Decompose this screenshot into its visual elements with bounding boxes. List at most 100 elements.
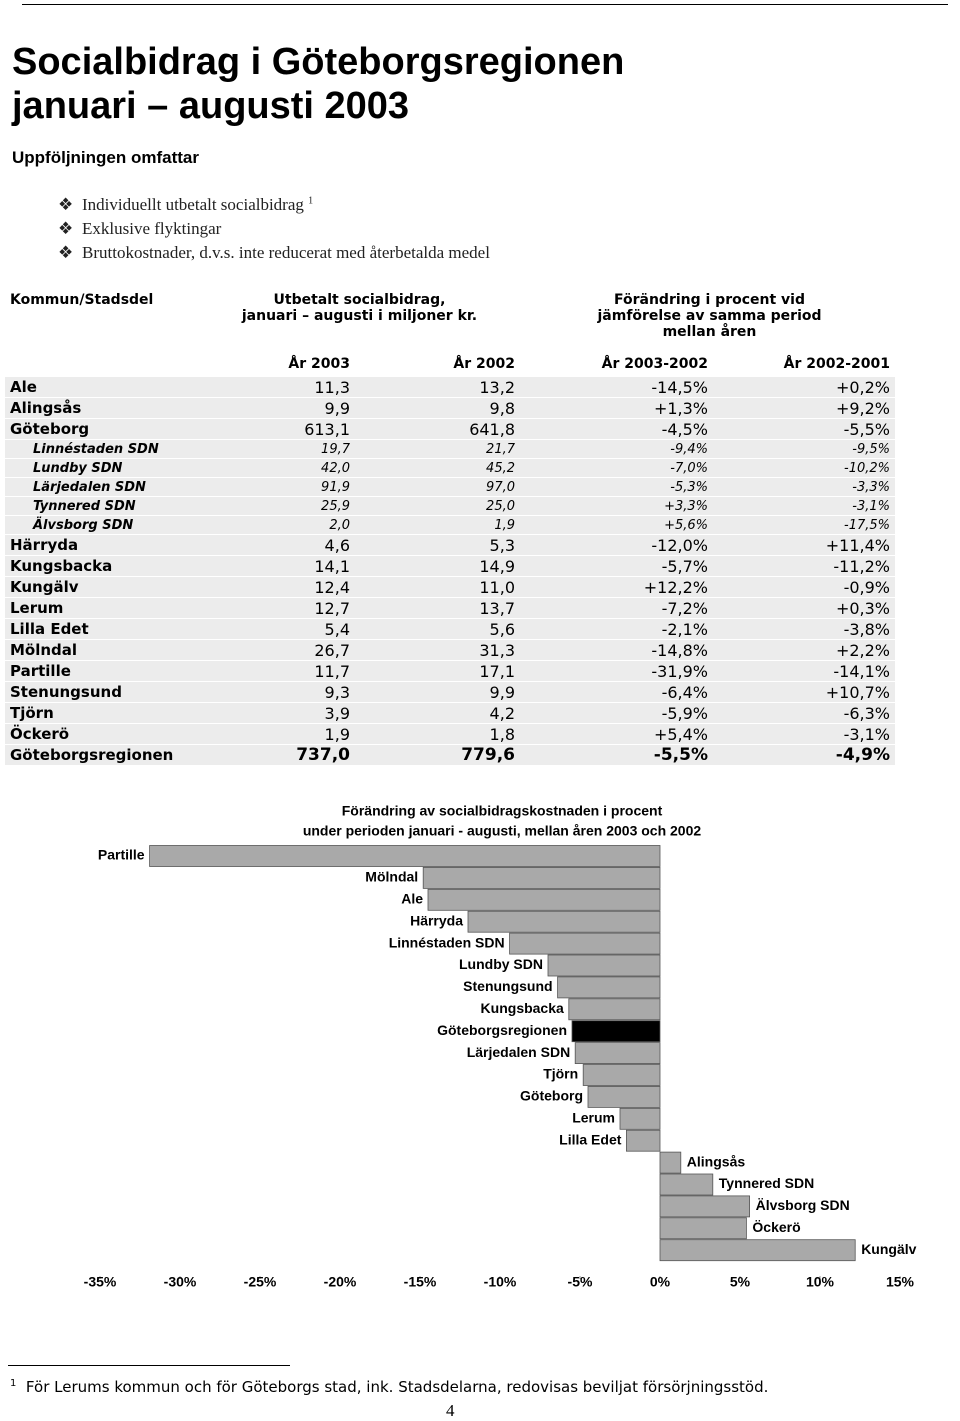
value-cell: 42,0 [195, 459, 355, 477]
value-cell: 1,8 [355, 724, 520, 744]
category-label: Lerum [572, 1110, 615, 1126]
label-background [858, 1239, 920, 1258]
name-cell: Lundby SDN [5, 459, 195, 477]
bar [659, 1239, 856, 1262]
value-cell: -3,8% [713, 619, 895, 639]
value-cell: 12,4 [195, 577, 355, 597]
bar [626, 1129, 661, 1152]
value-cell: 13,2 [355, 377, 520, 397]
value-cell: 14,9 [355, 556, 520, 576]
label-background [569, 1108, 618, 1127]
value-cell: -0,9% [713, 577, 895, 597]
value-cell: 779,6 [355, 745, 520, 765]
value-cell: 3,9 [195, 703, 355, 723]
label-background [94, 845, 148, 864]
value-cell: -6,4% [520, 682, 713, 702]
label-background [460, 977, 556, 996]
chart: Förändring av socialbidragskostnaden i p… [84, 803, 920, 1290]
table-row: Lilla Edet 5,4 5,6 -2,1% -3,8% [5, 619, 895, 639]
header-cell: Utbetalt socialbidrag, januari – augusti … [195, 291, 520, 351]
value-cell: 5,3 [355, 535, 520, 555]
table-row: Lerum 12,7 13,7 -7,2% +0,3% [5, 598, 895, 618]
name-cell: Partille [5, 661, 195, 681]
header-line: Förändring i procent vid [613, 292, 805, 308]
value-cell: +9,2% [713, 398, 895, 418]
value-cell: 91,9 [195, 478, 355, 496]
value-cell: -3,1% [713, 724, 895, 744]
value-cell: -14,8% [520, 640, 713, 660]
label-background [752, 1196, 853, 1215]
table: Kommun/Stadsdel Utbetalt socialbidrag, jan… [5, 290, 895, 766]
label-background [407, 911, 467, 930]
bar [427, 888, 661, 911]
category-label: Linnéstaden SDN [389, 934, 505, 950]
bar [422, 867, 661, 889]
category-label: Kungsbacka [481, 1000, 564, 1016]
category-label: Alingsås [687, 1153, 746, 1169]
footnote-text: För Lerums kommun och för Göteborgs stad… [25, 1378, 769, 1396]
label-background [517, 1086, 586, 1105]
value-cell: -4,9% [713, 745, 895, 765]
name-cell: Ale [5, 377, 195, 397]
x-tick-label: -30% [164, 1274, 197, 1290]
bar [659, 1195, 750, 1218]
value-cell: -7,0% [520, 459, 713, 477]
table-row: Kungsbacka 14,1 14,9 -5,7% -11,2% [5, 556, 895, 576]
value-cell: -12,0% [520, 535, 713, 555]
table-row: Kungälv 12,4 11,0 +12,2% -0,9% [5, 577, 895, 597]
table-row: Mölndal 26,7 31,3 -14,8% +2,2% [5, 640, 895, 660]
category-label: Lundby SDN [459, 956, 543, 972]
page-number: 4 [446, 1401, 455, 1420]
value-cell: 45,2 [355, 459, 520, 477]
value-cell: 11,3 [195, 377, 355, 397]
value-cell: -11,2% [713, 556, 895, 576]
bullet-text: Individuellt utbetalt socialbidrag [82, 195, 304, 214]
label-background [456, 955, 546, 974]
subheader-cell: År 2002-2001 [783, 356, 890, 372]
label-background [398, 889, 427, 908]
table-row: Göteborgsregionen 737,0 779,6 -5,5% -4,9% [5, 745, 895, 765]
bar [574, 1042, 661, 1065]
name-cell: Göteborg [5, 419, 195, 439]
chart-title: Förändring av socialbidragskostnaden i p… [342, 803, 663, 819]
label-background [434, 1020, 570, 1039]
value-cell: 1,9 [355, 516, 520, 534]
value-cell: -9,4% [520, 440, 713, 458]
footnote-rule [8, 1365, 290, 1366]
bar [587, 1085, 661, 1108]
footnote-ref: 1 [308, 195, 314, 207]
subheader-cell [5, 352, 195, 376]
bar [571, 1020, 661, 1043]
value-cell: 25,9 [195, 497, 355, 515]
name-cell: Älvsborg SDN [5, 516, 195, 534]
table-row: Tynnered SDN 25,9 25,0 +3,3% -3,1% [5, 497, 895, 515]
value-cell: 1,9 [195, 724, 355, 744]
value-cell: +2,2% [713, 640, 895, 660]
value-cell: 97,0 [355, 478, 520, 496]
table-row: Älvsborg SDN 2,0 1,9 +5,6% -17,5% [5, 516, 895, 534]
name-cell: Tynnered SDN [5, 497, 195, 515]
name-cell: Linnéstaden SDN [5, 440, 195, 458]
header-line: mellan åren [662, 324, 757, 340]
bar [659, 1151, 682, 1174]
value-cell: -3,1% [713, 497, 895, 515]
bar [582, 1064, 661, 1086]
value-cell: -2,1% [520, 619, 713, 639]
x-tick-label: -15% [404, 1274, 437, 1290]
table-row: Linnéstaden SDN 19,7 21,7 -9,4% -9,5% [5, 440, 895, 458]
value-cell: 25,0 [355, 497, 520, 515]
subheader-cell: År 2003-2002 [601, 356, 708, 372]
value-cell: 11,0 [355, 577, 520, 597]
bar [509, 932, 661, 955]
bar [149, 845, 661, 867]
value-cell: +12,2% [520, 577, 713, 597]
table-row: Göteborg 613,1 641,8 -4,5% -5,5% [5, 419, 895, 439]
footnote: 1 För Lerums kommun och för Göteborgs st… [10, 1378, 768, 1396]
value-cell: 4,6 [195, 535, 355, 555]
value-cell: 737,0 [195, 745, 355, 765]
table-row: Stenungsund 9,3 9,9 -6,4% +10,7% [5, 682, 895, 702]
value-cell: -14,1% [713, 661, 895, 681]
x-tick-label: -10% [484, 1274, 517, 1290]
value-cell: 9,8 [355, 398, 520, 418]
